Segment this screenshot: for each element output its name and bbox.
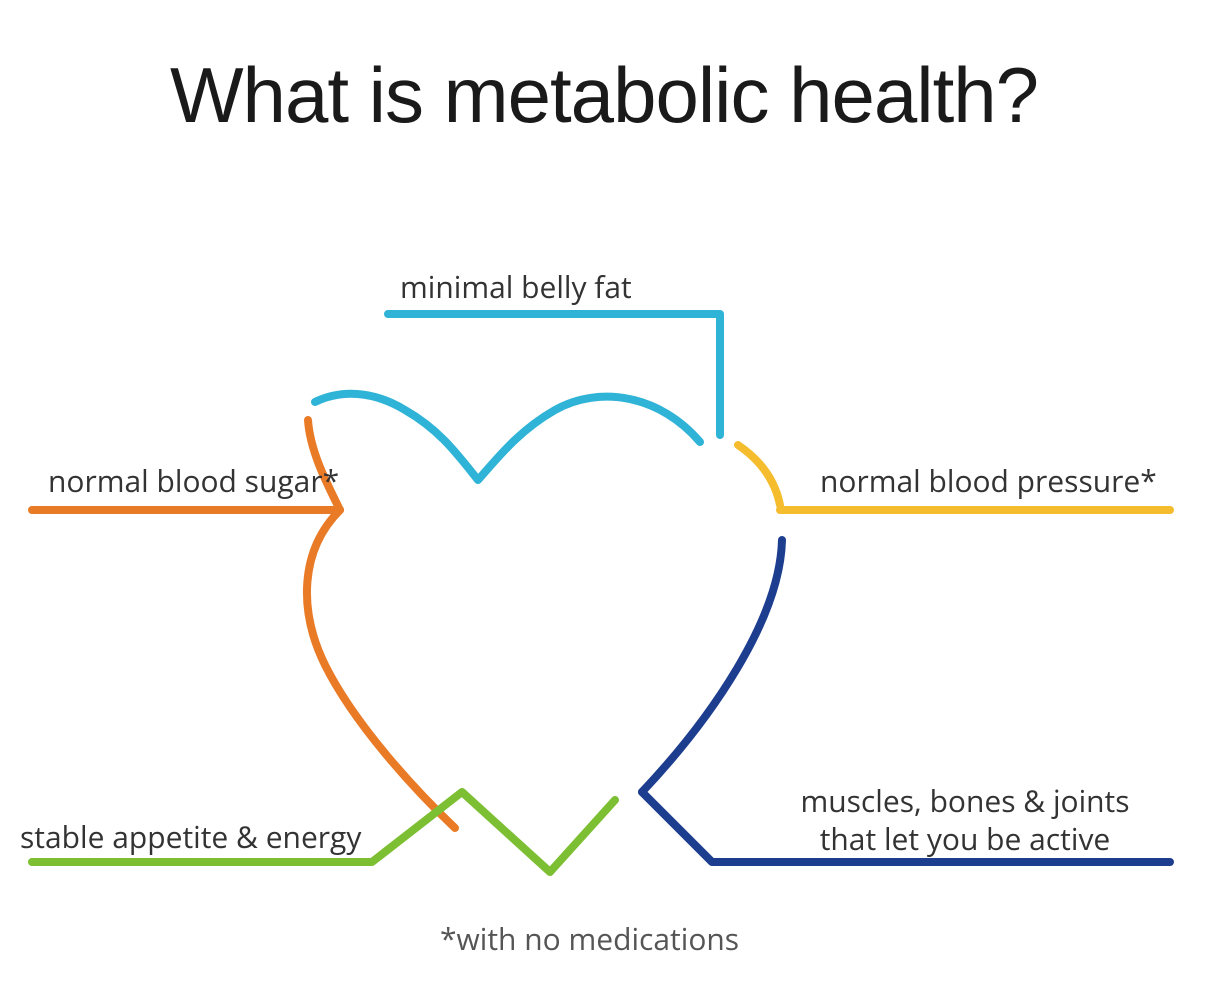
segment-right-yellow-arc [738,445,780,505]
footnote: *with no medications [440,918,739,959]
segment-top-cyan-arc [315,394,700,480]
segment-right-navy-arc [642,540,782,792]
label-right-lower-line1: muscles, bones & jointsthat let you be a… [800,780,1129,859]
label-top: minimal belly fat [400,268,632,306]
segment-left-orange-arc [307,510,455,828]
label-left-upper: normal blood sugar* [48,462,339,500]
infographic-canvas: What is metabolic health? minimal belly … [0,0,1208,985]
label-left-lower: stable appetite & energy [20,818,361,856]
label-right-lower: muscles, bones & jointsthat let you be a… [770,782,1160,857]
label-right-upper: normal blood pressure* [820,462,1157,500]
